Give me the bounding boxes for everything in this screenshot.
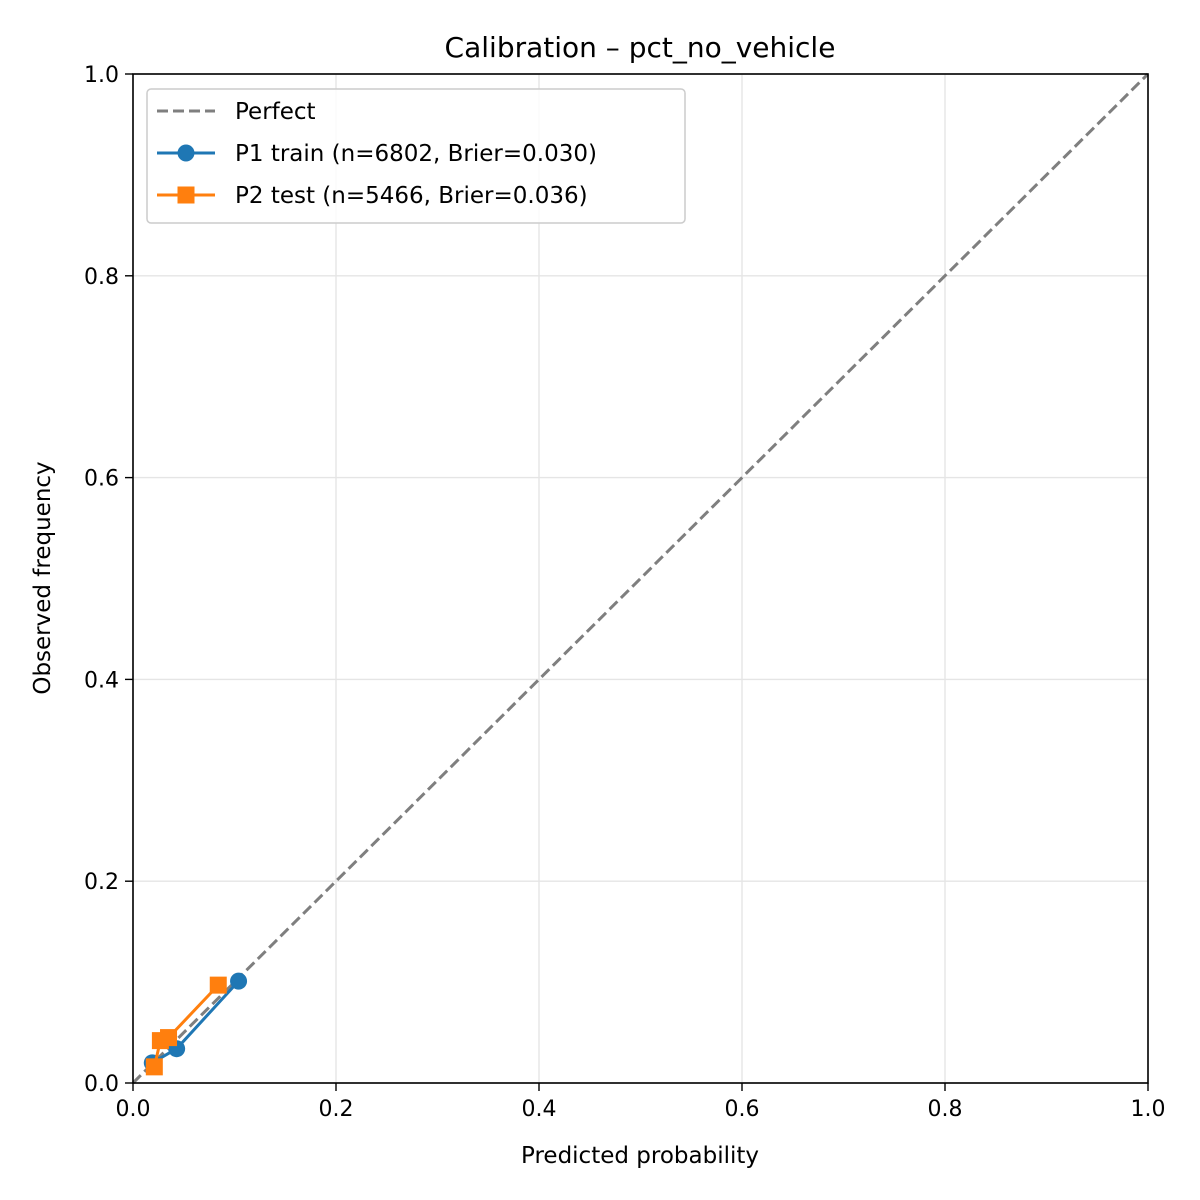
chart-title: Calibration – pct_no_vehicle — [445, 31, 836, 64]
y-axis-ticks: 0.0 0.2 0.4 0.6 0.8 1.0 — [84, 63, 133, 1097]
x-tick-label: 1.0 — [1131, 1097, 1166, 1122]
legend-swatch-marker — [177, 144, 195, 162]
y-tick-label: 0.6 — [84, 467, 119, 492]
data-point — [209, 976, 227, 994]
y-tick-label: 0.2 — [84, 870, 119, 895]
legend-label: P1 train (n=6802, Brier=0.030) — [235, 141, 597, 167]
x-axis-label: Predicted probability — [521, 1143, 759, 1169]
x-tick-label: 0.8 — [928, 1097, 963, 1122]
legend-label: Perfect — [235, 99, 316, 125]
series-line — [131, 72, 1150, 1085]
legend-box — [146, 88, 686, 224]
data-point — [230, 972, 248, 990]
y-tick-label: 0.8 — [84, 265, 119, 290]
x-tick-label: 0.0 — [116, 1097, 151, 1122]
x-tick-label: 0.2 — [319, 1097, 354, 1122]
legend-label: P2 test (n=5466, Brier=0.036) — [235, 183, 588, 209]
x-tick-label: 0.6 — [725, 1097, 760, 1122]
y-axis-label: Observed frequency — [30, 461, 56, 694]
x-axis-ticks: 0.0 0.2 0.4 0.6 0.8 1.0 — [116, 1083, 1166, 1122]
legend-swatch-marker — [177, 186, 195, 204]
y-tick-label: 1.0 — [84, 63, 119, 88]
legend-items: Perfect P1 train (n=6802, Brier=0.030) P2 … — [157, 99, 597, 209]
y-tick-label: 0.4 — [84, 668, 119, 693]
legend: Perfect P1 train (n=6802, Brier=0.030) P2 … — [146, 88, 686, 224]
x-tick-label: 0.4 — [522, 1097, 557, 1122]
plot-frame — [132, 73, 1149, 1084]
data-point — [160, 1029, 178, 1047]
data-point — [145, 1058, 163, 1076]
series-layer — [131, 72, 1150, 1085]
y-tick-label: 0.0 — [84, 1072, 119, 1097]
